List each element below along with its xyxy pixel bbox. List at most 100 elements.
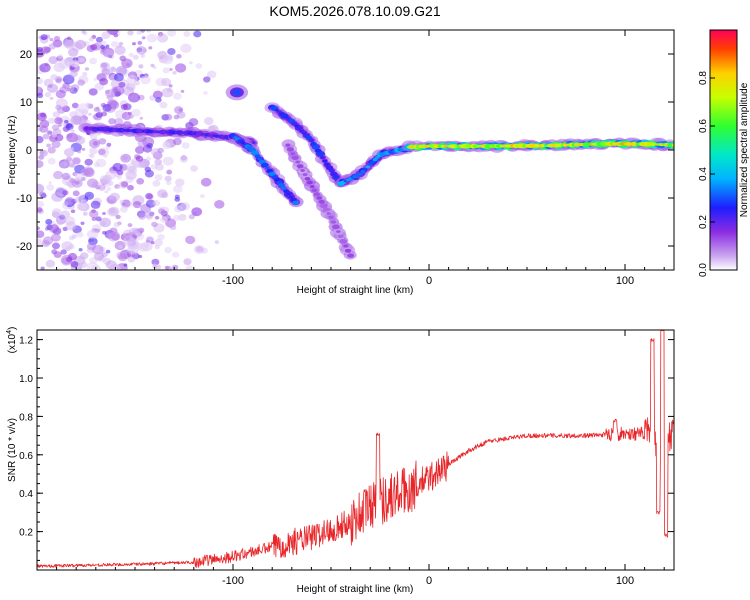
noise-speckle bbox=[188, 118, 199, 127]
noise-speckle bbox=[65, 256, 73, 263]
noise-speckle bbox=[37, 234, 40, 238]
colorbar-tick-label: 0.0 bbox=[698, 263, 709, 277]
noise-speckle bbox=[151, 221, 158, 228]
noise-speckle bbox=[116, 185, 120, 189]
noise-speckle bbox=[101, 31, 111, 39]
noise-speckle bbox=[157, 234, 165, 241]
noise-speckle bbox=[172, 251, 180, 258]
noise-speckle bbox=[101, 68, 110, 76]
noise-speckle bbox=[79, 261, 88, 268]
noise-speckle bbox=[82, 71, 88, 77]
noise-speckle bbox=[92, 141, 99, 146]
noise-speckle bbox=[183, 31, 191, 37]
noise-speckle bbox=[53, 35, 61, 42]
spectrogram-y-tick-label: 20 bbox=[20, 49, 32, 61]
noise-speckle bbox=[58, 54, 64, 59]
noise-speckle bbox=[130, 159, 136, 164]
noise-speckle bbox=[88, 37, 94, 42]
noise-speckle bbox=[64, 119, 69, 124]
descending-track-2 bbox=[274, 109, 280, 112]
noise-speckle bbox=[162, 142, 171, 150]
noise-speckle bbox=[165, 265, 173, 270]
noise-speckle bbox=[168, 84, 173, 88]
noise-speckle bbox=[146, 33, 158, 43]
descending-track-2 bbox=[294, 124, 300, 128]
noise-speckle bbox=[114, 45, 126, 55]
snr-frame bbox=[36, 329, 675, 571]
descending-track-3 bbox=[330, 220, 337, 224]
noise-speckle bbox=[68, 146, 75, 152]
noise-speckle bbox=[132, 54, 139, 60]
noise-speckle bbox=[37, 77, 43, 85]
noise-speckle bbox=[138, 213, 147, 220]
noise-speckle bbox=[173, 185, 183, 194]
noise-speckle bbox=[65, 61, 71, 66]
noise-speckle bbox=[189, 61, 193, 65]
noise-speckle bbox=[105, 249, 111, 254]
rising-segment bbox=[369, 160, 376, 164]
noise-speckle bbox=[173, 92, 182, 100]
noise-speckle bbox=[77, 79, 85, 86]
noise-speckle bbox=[87, 178, 99, 188]
noise-speckle bbox=[118, 245, 123, 249]
descending-track-1 bbox=[265, 166, 270, 170]
noise-speckle bbox=[120, 153, 132, 163]
noise-speckle bbox=[51, 208, 62, 217]
noise-speckle bbox=[151, 263, 158, 269]
spectrogram-y-ticks: -20 -10 0 10 20 bbox=[16, 29, 674, 271]
descending-track-3 bbox=[347, 253, 355, 258]
noise-speckle bbox=[128, 92, 140, 103]
snr-x-tick-label: 0 bbox=[426, 575, 432, 587]
descending-track-1 bbox=[281, 187, 287, 190]
noise-speckle bbox=[207, 70, 217, 79]
noise-speckle bbox=[90, 133, 98, 140]
noise-speckle bbox=[108, 100, 120, 110]
noise-speckle bbox=[176, 54, 182, 59]
spectrogram-y-tick-label: -10 bbox=[16, 193, 32, 205]
descending-track-3 bbox=[320, 203, 328, 209]
noise-speckle bbox=[131, 108, 141, 117]
noise-speckle bbox=[110, 231, 121, 240]
noise-speckle bbox=[204, 117, 214, 126]
noise-speckle bbox=[55, 89, 66, 99]
noise-speckle bbox=[188, 214, 195, 220]
noise-speckle bbox=[99, 175, 111, 185]
descending-track-3 bbox=[323, 207, 330, 212]
descending-track-1 bbox=[254, 154, 261, 158]
colorbar-tick-label: 0.4 bbox=[698, 167, 709, 181]
descending-track-1 bbox=[274, 178, 280, 182]
snr-series-line bbox=[37, 330, 674, 568]
noise-speckle bbox=[137, 141, 142, 146]
descending-track-1 bbox=[251, 150, 259, 156]
noise-speckle bbox=[166, 169, 173, 175]
noise-speckle bbox=[77, 150, 81, 154]
noise-speckle bbox=[74, 62, 79, 67]
colorbar-ticks: 0.0 0.2 0.4 0.6 0.8 bbox=[698, 71, 715, 277]
noise-speckle bbox=[81, 30, 86, 34]
descending-track-3 bbox=[343, 244, 349, 248]
noise-speckle bbox=[118, 42, 124, 46]
colorbar-tick-label: 0.6 bbox=[698, 119, 709, 133]
noise-speckle bbox=[118, 253, 128, 262]
descending-track-3 bbox=[328, 215, 334, 219]
descending-track-1 bbox=[292, 200, 300, 205]
noise-speckle bbox=[71, 234, 78, 239]
noise-speckle bbox=[100, 62, 108, 69]
noise-speckle bbox=[105, 260, 117, 270]
noise-speckle bbox=[79, 57, 85, 63]
descending-track-2 bbox=[324, 162, 330, 166]
noise-speckle bbox=[127, 30, 134, 36]
descending-track-3 bbox=[286, 147, 294, 152]
noise-speckle bbox=[45, 218, 53, 225]
noise-speckle bbox=[113, 73, 124, 82]
noise-speckle bbox=[40, 266, 45, 270]
isolated-blob bbox=[232, 89, 242, 96]
descending-track-1 bbox=[271, 175, 278, 179]
noise-speckle bbox=[161, 87, 174, 98]
snr-y-tick-label: 0.6 bbox=[19, 451, 33, 462]
noise-speckle bbox=[74, 134, 82, 141]
noise-speckle bbox=[175, 63, 187, 73]
descending-track-2 bbox=[314, 148, 322, 153]
noise-speckle bbox=[175, 178, 185, 187]
noise-speckle bbox=[47, 146, 56, 154]
